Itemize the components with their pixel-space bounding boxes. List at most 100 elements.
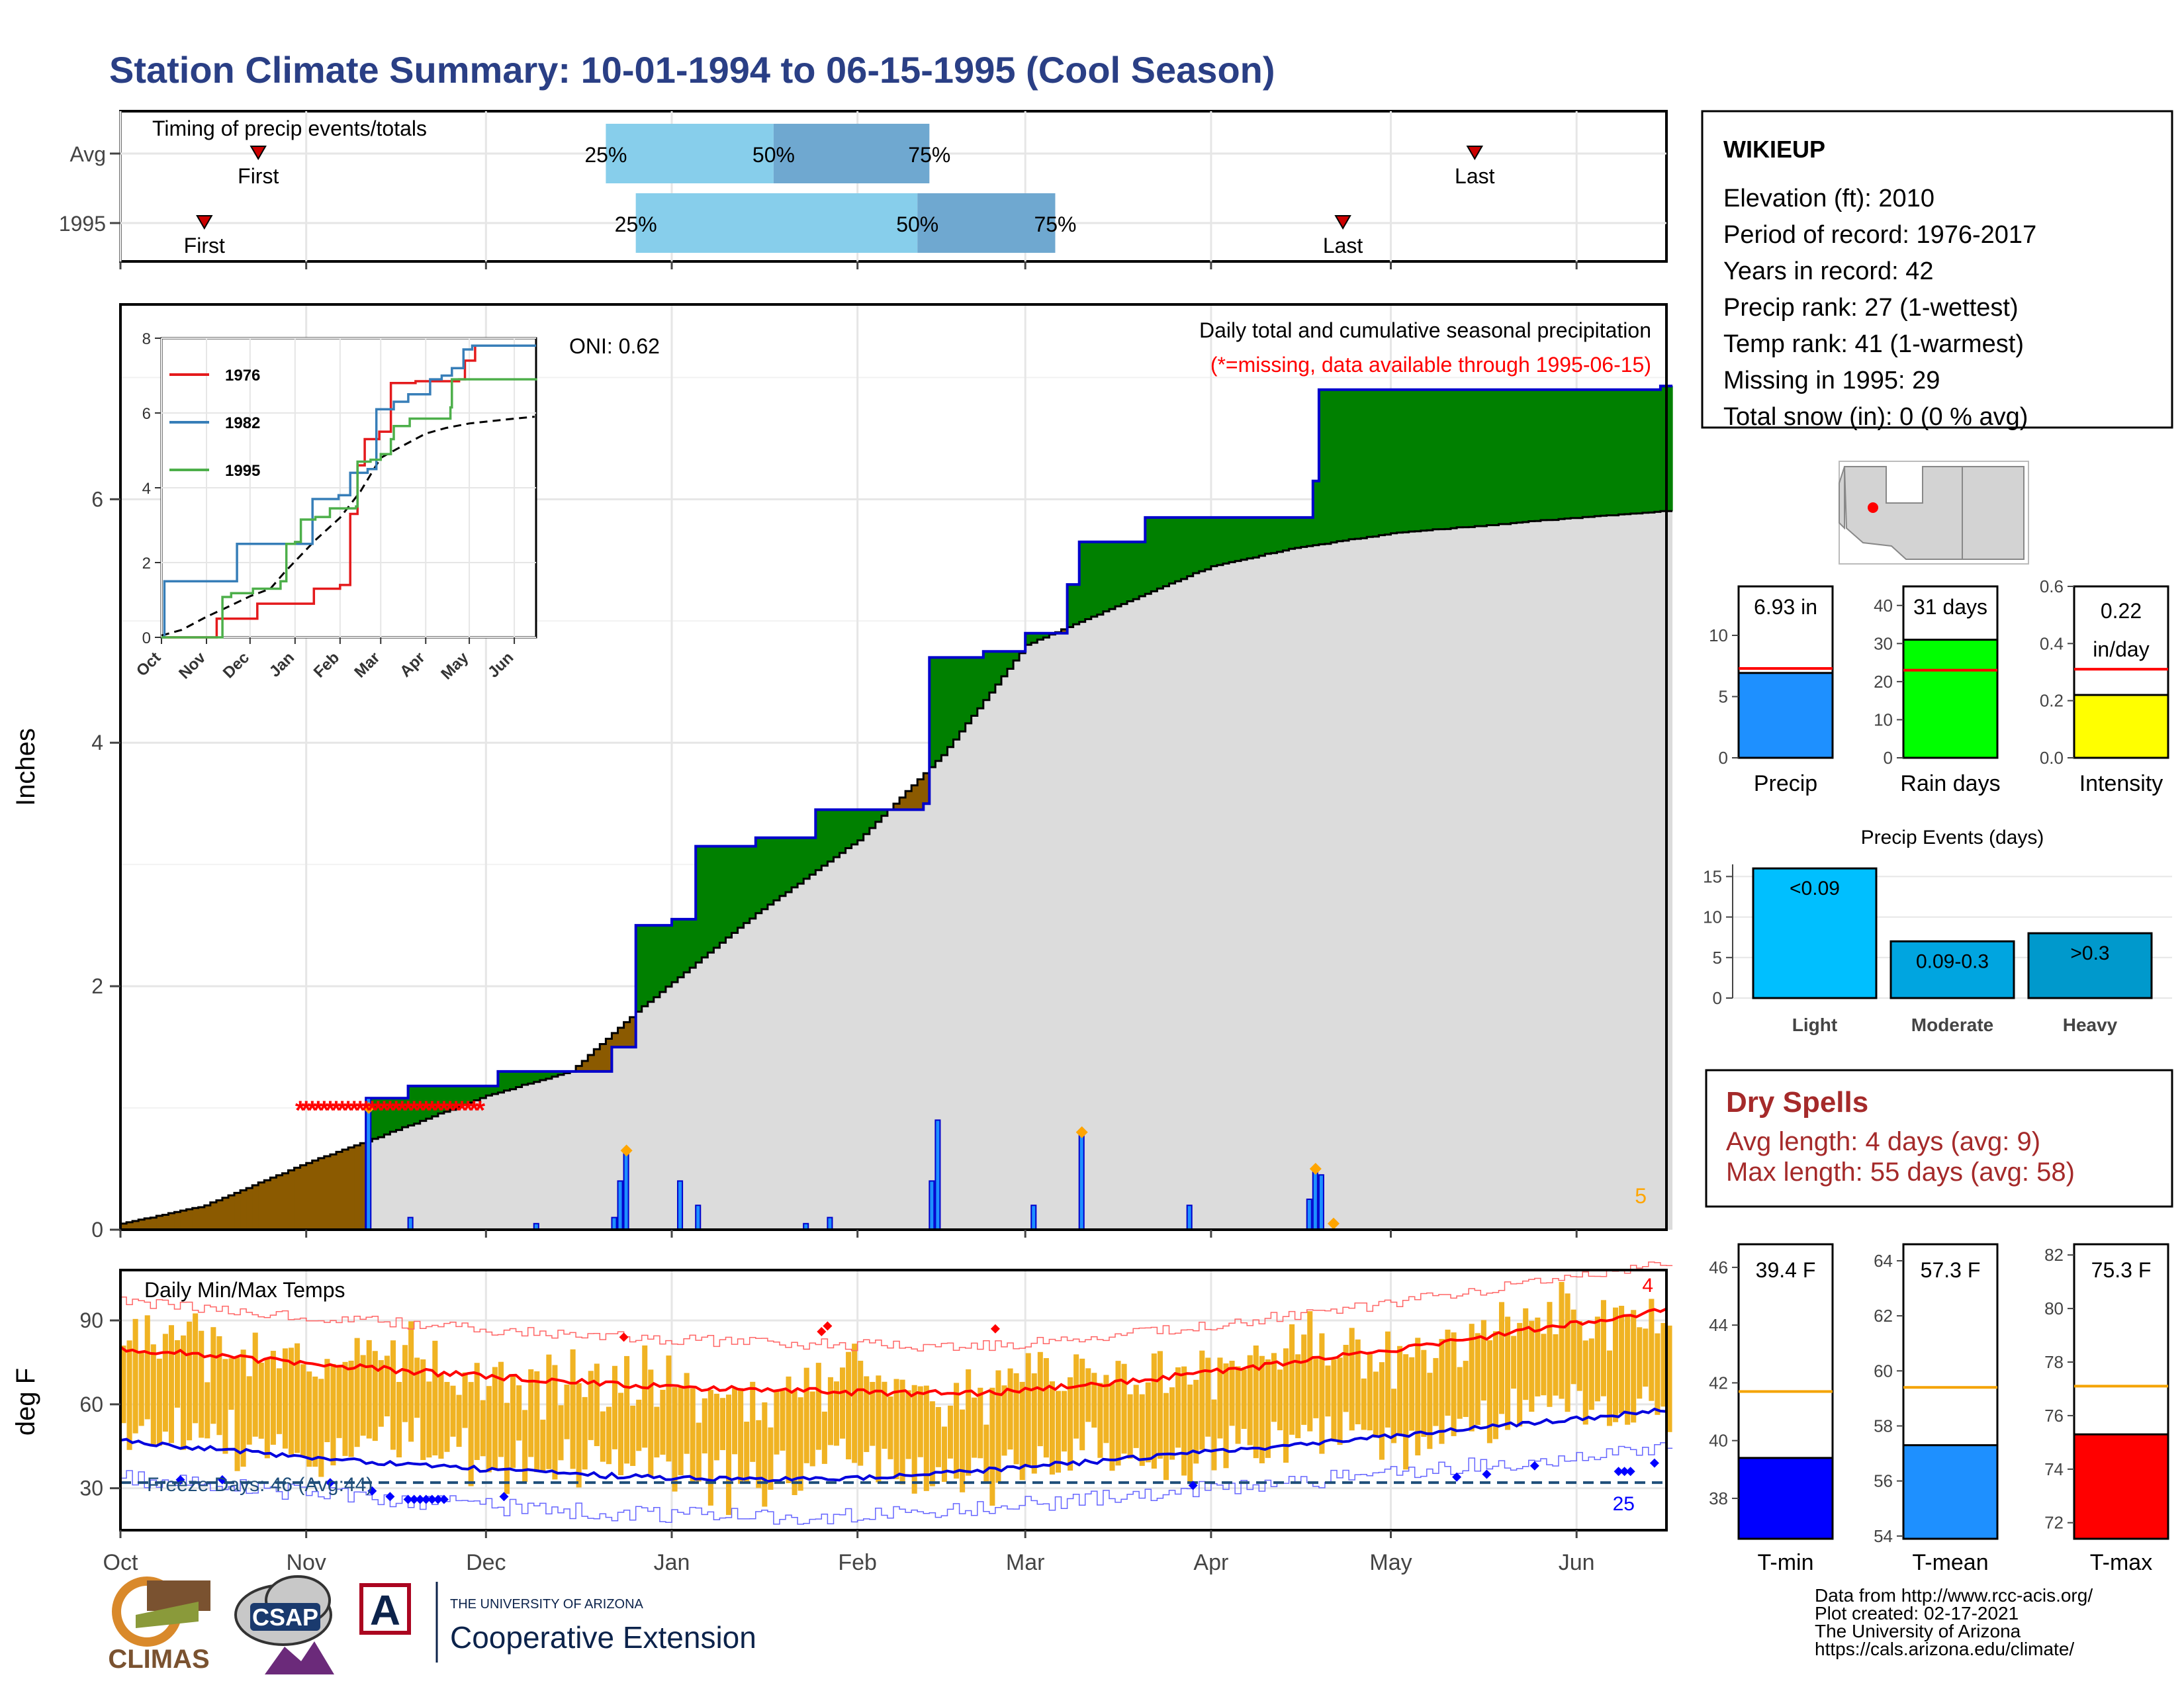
record-min-line [120,1442,1673,1525]
surplus-area [1229,517,1236,563]
summary-ytick-label: 0 [1884,748,1893,768]
month-label: Dec [466,1550,506,1575]
deficit-area [138,1219,145,1230]
temp-panel-border [119,1269,1668,1531]
daily-precip-bar [934,1119,941,1231]
daily-temp-range-bar [390,1340,396,1450]
daily-temp-range-bar [803,1367,809,1463]
surplus-area [1367,389,1373,537]
surplus-area [420,1085,427,1121]
surplus-area [1151,517,1158,592]
temp-summary-ytick-label: 44 [1709,1315,1728,1335]
daily-temp-range-bar [420,1359,426,1461]
missing-data-marker: * [457,1096,467,1125]
daily-temp-range-bar [228,1358,234,1410]
surplus-area [1570,389,1577,518]
daily-temp-range-bar [1229,1361,1235,1426]
surplus-area [665,925,672,987]
surplus-area [1408,389,1416,532]
daily-temp-range-bar [1211,1399,1217,1471]
events-bar [2027,932,2153,999]
record-high-marker [619,1332,629,1342]
temp-ytick-label: 60 [79,1393,103,1416]
daily-temp-range-bar [187,1321,193,1441]
daily-temp-range-bar [306,1371,312,1467]
temp-summary-ytick-label: 54 [1874,1526,1893,1546]
surplus-area [414,1085,421,1124]
deficit-area [174,1212,181,1230]
daily-temp-range-bar [774,1391,780,1455]
surplus-area [1043,633,1050,638]
record-high-marker [823,1321,833,1331]
surplus-area [1396,389,1404,533]
surplus-area [1373,389,1379,537]
surplus-area [1588,389,1595,517]
daily-temp-range-bar [995,1370,1001,1483]
surplus-area [1552,389,1559,520]
surplus-area [1337,389,1343,541]
surplus-area [545,1071,553,1079]
daily-temp-range-bar [917,1386,923,1457]
surplus-area [725,846,733,938]
temp-summary-label: T-min [1758,1550,1814,1575]
surplus-area [761,837,768,909]
daily-temp-range-bar [582,1396,588,1470]
temp-summary-bar [1737,1457,1834,1540]
summary-ytick-label: 0.6 [2040,576,2064,596]
daily-temp-range-bar [1139,1394,1145,1466]
daily-temp-range-bar [1570,1309,1576,1385]
surplus-area [935,657,942,761]
surplus-area [1432,389,1439,529]
deficit-area [192,1208,199,1230]
map-new-mexico [1962,466,2025,560]
daily-temp-range-bar [732,1388,738,1455]
surplus-area [959,657,966,732]
deficit-area [923,773,930,804]
surplus-area [390,1098,397,1132]
timing-first-marker [196,215,213,230]
daily-temp-range-bar [1127,1394,1133,1459]
temp-summary-ytick-label: 72 [2044,1513,2064,1533]
deficit-area [330,1154,337,1230]
daily-temp-range-bar [252,1332,258,1437]
daily-temp-range-bar [1187,1385,1193,1485]
daily-temp-range-bar [1619,1305,1625,1414]
temp-summary-ytick-label: 60 [1874,1361,1893,1381]
surplus-area [408,1085,415,1126]
daily-temp-range-bar [1277,1369,1283,1431]
surplus-area [743,846,751,923]
daily-temp-range-bar [1037,1351,1043,1447]
station-info-line: Total snow (in): 0 (0 % avg) [1723,403,2028,431]
daily-temp-range-bar [456,1394,462,1447]
surplus-area [1300,517,1308,547]
temp-summary-ytick-label: 62 [1874,1306,1893,1326]
surplus-area [678,919,684,978]
surplus-area [1606,389,1614,516]
record-high-marker [817,1327,827,1336]
daily-temp-range-bar [1001,1385,1007,1456]
summary-ytick-label: 10 [1874,709,1893,729]
surplus-area [486,1085,492,1096]
daily-temp-range-bar [786,1376,792,1484]
daily-temp-range-bar [719,1398,725,1451]
daily-precip-bar [611,1216,617,1230]
temp-summary-bar [1902,1444,1999,1540]
dry-spells-avg: Avg length: 4 days (avg: 9) [1726,1127,2040,1156]
daily-temp-range-bar [929,1401,935,1486]
daily-temp-range-bar [684,1373,690,1454]
temp-summary-ytick-label: 58 [1874,1416,1893,1436]
missing-data-marker: * [301,1096,312,1125]
daily-temp-range-bar [1517,1322,1523,1427]
missing-data-marker: * [337,1096,347,1125]
surplus-area [1109,541,1116,610]
surplus-area [845,809,852,848]
daily-temp-range-bar [768,1427,774,1490]
missing-data-marker: * [433,1096,443,1125]
daily-temp-range-bar [893,1379,899,1479]
dry-spells-title: Dry Spells [1726,1086,1868,1119]
missing-data-marker: * [355,1096,365,1125]
extreme-marker [620,1144,633,1157]
daily-temp-range-bar [905,1390,911,1459]
surplus-area [965,657,972,723]
daily-temp-range-bar [624,1355,630,1464]
